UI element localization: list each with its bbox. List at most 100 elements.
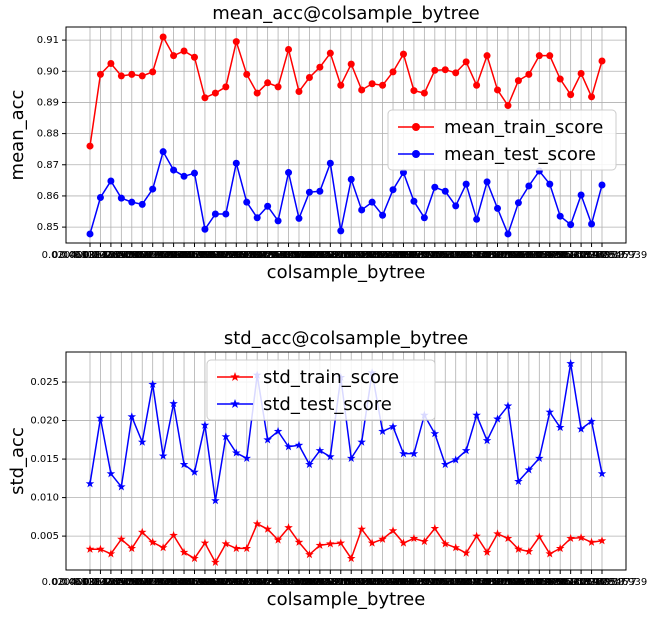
x-tick-label: 0.8979591836734694 xyxy=(494,250,605,261)
marker xyxy=(587,416,596,425)
chart-title: std_acc@colsample_bytree xyxy=(224,328,468,349)
marker xyxy=(566,533,575,543)
marker xyxy=(514,544,523,553)
marker xyxy=(525,70,533,78)
marker xyxy=(179,459,189,469)
marker xyxy=(473,215,481,223)
marker xyxy=(556,212,564,220)
marker xyxy=(326,159,334,167)
marker xyxy=(462,180,470,188)
x-tick-label: 0.14285714285714285 xyxy=(104,577,222,588)
x-tick-label: 0.22448979591836735 xyxy=(146,250,264,261)
legend-label: mean_train_score xyxy=(444,117,603,138)
marker xyxy=(137,437,147,446)
x-tick-label: 0.9183673469387755 xyxy=(505,250,616,261)
x-tick-label: 0.46938775510204084 xyxy=(271,577,389,588)
marker xyxy=(127,543,137,553)
legend-label: mean_test_score xyxy=(444,144,596,165)
x-tick-label: 0.6326530612244898 xyxy=(358,577,469,588)
marker xyxy=(107,59,115,67)
marker xyxy=(588,220,596,228)
marker xyxy=(346,553,356,563)
marker xyxy=(96,193,104,201)
x-tick-label: 0.0 xyxy=(82,250,98,261)
y-tick-label: 0.020 xyxy=(30,416,59,427)
marker xyxy=(232,38,240,46)
marker xyxy=(232,543,241,553)
y-tick-label: 0.86 xyxy=(37,191,59,202)
x-tick-label: 0.7551020408163265 xyxy=(421,577,532,588)
marker xyxy=(483,178,491,186)
marker xyxy=(597,469,607,478)
x-tick-label: 0.3877551020408163 xyxy=(233,250,344,261)
marker xyxy=(295,88,303,96)
marker xyxy=(243,198,251,206)
marker xyxy=(315,540,325,549)
x-tick-label: 0.6938775510204082 xyxy=(390,250,501,261)
marker xyxy=(524,547,534,556)
x-tick-label: 0.6530612244897959 xyxy=(369,577,480,588)
marker xyxy=(221,432,231,441)
marker xyxy=(473,81,481,89)
marker xyxy=(555,422,565,432)
x-tick-label: 0.5306122448979592 xyxy=(306,577,417,588)
x-tick-label: 0.10204081632653061 xyxy=(83,577,201,588)
marker xyxy=(117,72,125,80)
marker xyxy=(347,175,355,183)
x-tick-label: 0.02040816326530612 xyxy=(42,577,160,588)
x-tick-label: 0.5306122448979592 xyxy=(306,250,417,261)
marker xyxy=(242,453,252,462)
marker xyxy=(420,214,428,222)
legend: std_train_score std_test_score xyxy=(206,359,436,421)
marker xyxy=(576,424,586,433)
legend-label: std_train_score xyxy=(263,367,399,388)
x-tick-label: 0.061224489795918366 xyxy=(59,250,183,261)
x-tick-label: 0.3877551020408163 xyxy=(233,577,344,588)
x-tick-label: 1.0 xyxy=(594,250,610,261)
marker xyxy=(461,446,471,455)
marker xyxy=(128,70,136,78)
x-tick-label: 0.5918367346938775 xyxy=(337,577,448,588)
marker xyxy=(96,70,104,78)
marker xyxy=(587,537,596,546)
marker xyxy=(503,533,513,543)
marker xyxy=(567,91,575,99)
x-tick-label: 0.12244897959183673 xyxy=(94,577,212,588)
x-tick-label: 0.14285714285714285 xyxy=(104,250,222,261)
x-tick-label: 0.30612244897959184 xyxy=(188,250,306,261)
marker xyxy=(399,50,407,58)
x-tick-label: 0.08163265306122448 xyxy=(73,250,191,261)
marker xyxy=(545,407,555,416)
marker xyxy=(86,142,94,150)
marker xyxy=(346,453,356,462)
y-axis-label: mean_acc xyxy=(7,90,28,181)
x-tick-label: 0.061224489795918366 xyxy=(59,577,183,588)
marker xyxy=(315,446,325,455)
x-tick-label: 0.8571428571428571 xyxy=(473,577,584,588)
marker xyxy=(295,214,303,222)
x-tick-label: 0.7959183673469388 xyxy=(442,250,553,261)
y-tick-label: 0.89 xyxy=(37,97,59,108)
x-tick-label: 0.9795918367346939 xyxy=(536,577,647,588)
marker xyxy=(158,451,168,460)
marker xyxy=(149,68,157,76)
marker xyxy=(597,536,607,545)
marker xyxy=(452,69,460,77)
x-tick-label: 0.9387755102040817 xyxy=(515,250,626,261)
x-tick-label: 0.04081632653061224 xyxy=(52,250,170,261)
marker xyxy=(200,538,210,547)
marker xyxy=(525,182,533,190)
marker xyxy=(230,399,240,409)
marker xyxy=(190,553,199,563)
marker xyxy=(169,530,178,539)
x-tick-label: 0.7142857142857143 xyxy=(400,577,511,588)
x-tick-label: 0.20408163265306123 xyxy=(136,250,254,261)
x-tick-label: 0.42857142857142855 xyxy=(251,250,369,261)
marker xyxy=(399,169,407,177)
marker xyxy=(546,52,554,60)
subplot: 0.00.020408163265306120.0408163265306122… xyxy=(7,3,647,283)
marker xyxy=(180,47,188,55)
y-tick-label: 0.90 xyxy=(37,66,59,77)
marker xyxy=(567,221,575,229)
marker xyxy=(441,66,449,74)
